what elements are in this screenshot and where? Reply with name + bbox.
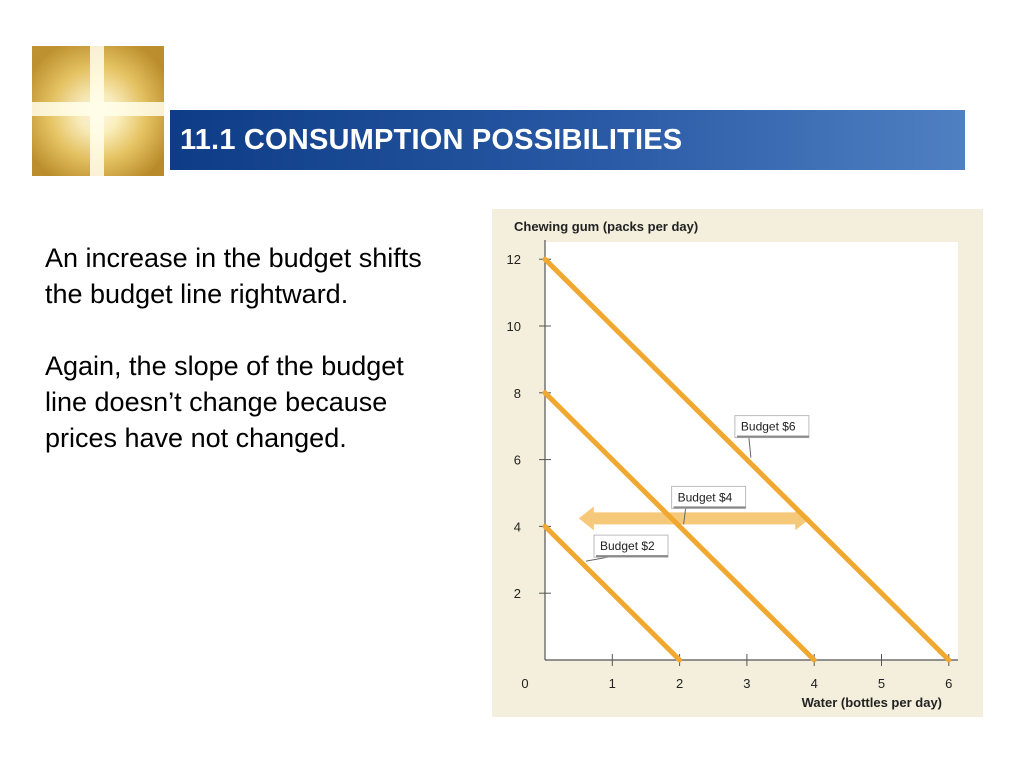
budget-label-2: Budget $4 — [678, 490, 733, 504]
logo-cross-light — [22, 38, 174, 186]
x-tick-label-2: 2 — [676, 676, 683, 691]
y-tick-label-8: 8 — [514, 386, 521, 401]
budget-line-3 — [542, 256, 952, 663]
y-axis-label: Chewing gum (packs per day) — [514, 219, 698, 234]
x-tick-label-5: 5 — [878, 676, 885, 691]
budget-label-1: Budget $2 — [600, 539, 655, 553]
body-text: An increase in the budget shifts the bud… — [45, 240, 435, 492]
plot-area — [545, 242, 958, 660]
page-title: 11.1 CONSUMPTION POSSIBILITIES — [180, 123, 683, 156]
paragraph-slope: Again, the slope of the budget line does… — [45, 351, 404, 453]
budget-callout-line-3 — [748, 437, 752, 458]
budget-label-shadow-1 — [596, 555, 669, 558]
x-tick-label-3: 3 — [743, 676, 750, 691]
x-axis-label: Water (bottles per day) — [802, 695, 942, 710]
y-tick-label-12: 12 — [507, 252, 521, 267]
budget-line-1 — [542, 523, 683, 663]
paragraph-budget-shift: An increase in the budget shifts the bud… — [45, 243, 422, 309]
x-tick-label-0: 0 — [521, 676, 528, 691]
y-tick-label-10: 10 — [507, 319, 521, 334]
budget-label-3: Budget $6 — [741, 420, 796, 434]
title-bar: 11.1 CONSUMPTION POSSIBILITIES — [170, 110, 965, 170]
x-tick-label-4: 4 — [811, 676, 818, 691]
chart-panel: 2 4 6 8 10 12 0 1 2 3 4 5 6 Chewing gum (packs per da… — [492, 209, 983, 717]
x-tick-label-6: 6 — [945, 676, 952, 691]
shift-arrow — [578, 506, 811, 531]
budget-callout-line-2 — [683, 508, 687, 525]
y-tick-label-4: 4 — [514, 519, 521, 534]
budget-label-shadow-2 — [673, 506, 746, 509]
budget-line-2 — [542, 390, 817, 663]
y-tick-label-6: 6 — [514, 453, 521, 468]
budget-callout-line-1 — [585, 556, 609, 562]
x-tick-label-1: 1 — [609, 676, 616, 691]
y-tick-label-2: 2 — [514, 586, 521, 601]
budget-label-shadow-3 — [736, 435, 809, 438]
